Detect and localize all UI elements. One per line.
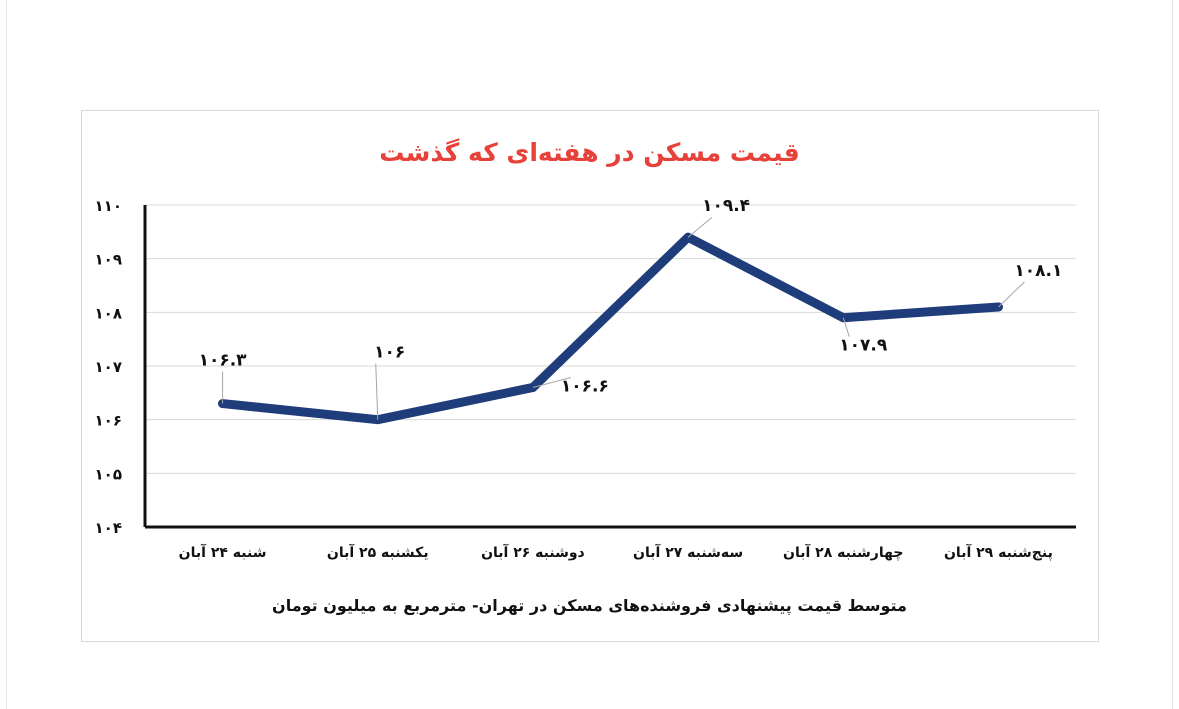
data-label: ۱۰۸.۱ — [1014, 261, 1062, 281]
data-label-leader — [687, 216, 713, 238]
data-label: ۱۰۶.۳ — [199, 351, 248, 371]
chart-frame — [81, 110, 1099, 642]
data-label-leader — [375, 363, 379, 420]
x-tick-label: شنبه ۲۴ آبان — [179, 543, 267, 561]
chart-title: قیمت مسکن در هفته‌ای که گذشت — [379, 138, 800, 167]
y-tick-label: ۱۰۵ — [95, 465, 122, 483]
data-label: ۱۰۶.۶ — [561, 376, 609, 396]
x-tick-label: چهارشنبه ۲۸ آبان — [783, 543, 903, 561]
x-tick-label: یکشنبه ۲۵ آبان — [327, 543, 429, 561]
data-label: ۱۰۹.۴ — [702, 196, 750, 216]
x-tick-label: پنج‌شنبه ۲۹ آبان — [944, 543, 1053, 561]
y-tick-label: ۱۰۷ — [95, 358, 122, 376]
data-label-leader — [532, 376, 572, 388]
x-axis-label: متوسط قیمت پیشنهادی فروشنده‌های مسکن در … — [272, 596, 907, 615]
data-label: ۱۰۶ — [374, 343, 405, 363]
x-tick-label: دوشنبه ۲۶ آبان — [481, 543, 585, 561]
page-edge-right — [1172, 0, 1173, 709]
y-tick-label: ۱۱۰ — [95, 197, 122, 215]
page-edge-left — [6, 0, 7, 709]
x-tick-label: سه‌شنبه ۲۷ آبان — [633, 543, 743, 561]
series-line — [218, 232, 1003, 425]
y-tick-label: ۱۰۸ — [95, 304, 122, 322]
y-tick-label: ۱۰۴ — [95, 519, 122, 537]
y-tick-label: ۱۰۹ — [95, 251, 122, 269]
data-label: ۱۰۷.۹ — [839, 336, 888, 356]
data-label-leader — [998, 281, 1025, 308]
data-label-leader — [842, 317, 850, 337]
y-tick-label: ۱۰۶ — [95, 412, 122, 430]
